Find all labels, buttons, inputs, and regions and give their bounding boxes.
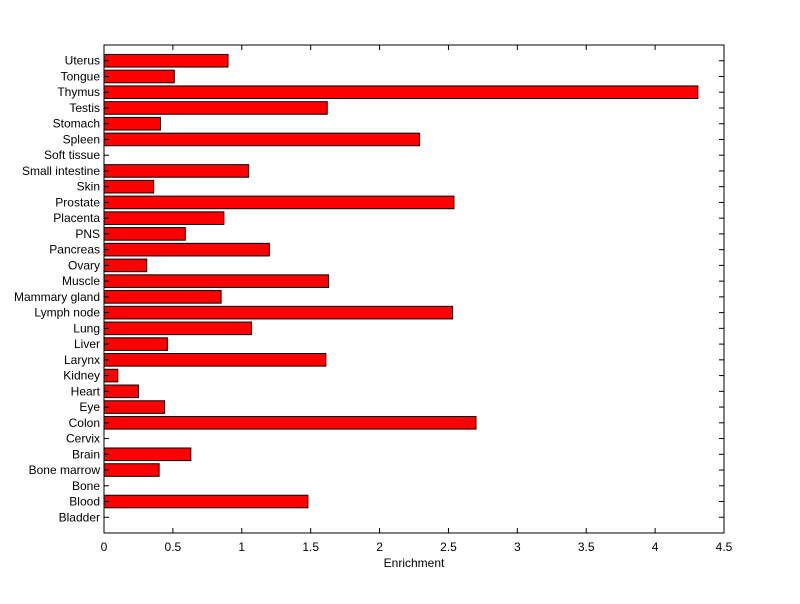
x-tick-label: 2	[376, 540, 383, 554]
bar-muscle	[103, 274, 330, 288]
y-tick-label: Cervix	[66, 432, 100, 446]
bar-mammary-gland	[103, 290, 222, 304]
x-tick-label: 1	[238, 540, 245, 554]
bar-stomach	[103, 116, 161, 131]
bar-heart	[103, 384, 139, 399]
y-tick-label: Soft tissue	[44, 148, 100, 162]
bar-pancreas	[103, 242, 270, 257]
y-tick-label: Prostate	[55, 195, 100, 209]
y-tick-label: Bone	[72, 479, 100, 493]
bar-ovary	[103, 258, 148, 273]
y-tick-label: Liver	[74, 337, 100, 351]
y-tick-label: Bladder	[59, 510, 100, 524]
y-tick-label: Lymph node	[34, 306, 100, 320]
y-tick-label: Brain	[72, 447, 100, 461]
x-axis: 0 0.5 1 1.5 2 2.5 3 3.5 4 4.5	[101, 45, 733, 554]
y-tick-label: Lung	[73, 321, 100, 335]
x-tick-label: 3.5	[578, 540, 595, 554]
y-tick-label: Pancreas	[49, 243, 100, 257]
y-tick-label: Placenta	[53, 211, 100, 225]
bar-liver	[103, 337, 168, 351]
y-tick-label: PNS	[75, 227, 100, 241]
y-tick-label: Skin	[77, 180, 100, 194]
y-tick-label: Small intestine	[22, 164, 100, 178]
bars-group	[103, 53, 699, 518]
bar-blood	[103, 494, 309, 509]
y-tick-label: Kidney	[63, 369, 100, 383]
x-axis-label: Enrichment	[384, 556, 445, 570]
x-tick-label: 2.5	[440, 540, 457, 554]
x-tick-label: 3	[514, 540, 521, 554]
y-tick-label: Bone marrow	[29, 463, 101, 477]
y-tick-label: Eye	[79, 400, 100, 414]
y-tick-label: Tongue	[61, 69, 101, 83]
bar-larynx	[103, 353, 327, 367]
y-tick-label: Stomach	[53, 117, 100, 131]
bar-prostate	[103, 195, 455, 210]
x-tick-label: 0.5	[165, 540, 182, 554]
bar-small-intestine	[103, 164, 250, 178]
bar-testis	[103, 101, 328, 115]
y-tick-label: Spleen	[63, 132, 100, 146]
bar-skin	[103, 179, 155, 194]
x-tick-label: 4	[652, 540, 659, 554]
x-tick-label: 0	[101, 540, 108, 554]
x-tick-label: 4.5	[716, 540, 733, 554]
y-tick-label: Colon	[69, 416, 100, 430]
bar-uterus	[103, 53, 229, 68]
bar-eye	[103, 400, 166, 414]
y-tick-label: Heart	[71, 384, 101, 398]
y-tick-label: Muscle	[62, 274, 100, 288]
bar-pns	[103, 227, 186, 241]
bar-lung	[103, 321, 252, 336]
bar-brain	[103, 447, 192, 462]
bar-placenta	[103, 211, 225, 225]
bar-spleen	[103, 132, 421, 147]
plot-area	[104, 45, 724, 533]
bar-thymus	[103, 85, 699, 100]
y-tick-label: Ovary	[68, 258, 100, 272]
bar-bone-marrow	[103, 463, 160, 477]
y-tick-label: Larynx	[64, 353, 100, 367]
y-tick-label: Blood	[69, 495, 100, 509]
y-tick-label: Testis	[69, 101, 100, 115]
x-tick-label: 1.5	[302, 540, 319, 554]
axes-frame	[103, 44, 725, 534]
y-tick-label: Thymus	[57, 85, 100, 99]
bar-tongue	[103, 69, 175, 84]
bar-lymph-node	[103, 305, 454, 320]
y-tick-label: Uterus	[65, 54, 100, 68]
y-tick-label: Mammary gland	[14, 290, 100, 304]
bar-colon	[103, 416, 477, 430]
